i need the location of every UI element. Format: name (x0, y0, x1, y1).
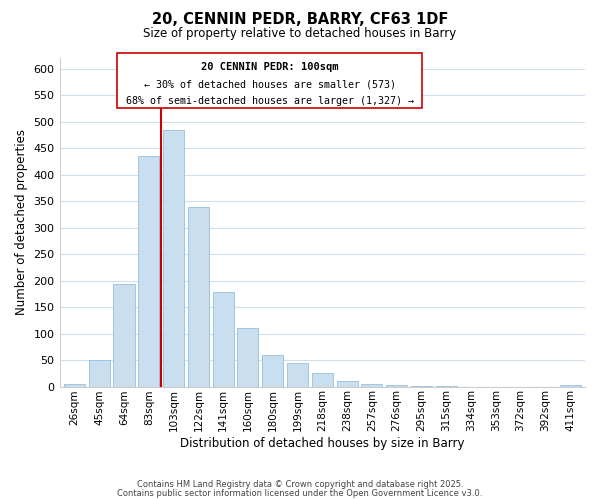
Bar (188, 206, 209, 386)
Y-axis label: Number of detached properties: Number of detached properties (15, 130, 28, 316)
Bar (64, 384, 85, 386)
Text: 68% of semi-detached houses are larger (1,327) →: 68% of semi-detached houses are larger (… (126, 96, 414, 106)
Bar (138, 156, 160, 386)
Text: 20 CENNIN PEDR: 100sqm: 20 CENNIN PEDR: 100sqm (201, 62, 338, 72)
Bar (312, 374, 333, 386)
Bar (560, 385, 581, 386)
Text: Size of property relative to detached houses in Barry: Size of property relative to detached ho… (143, 28, 457, 40)
Text: ← 30% of detached houses are smaller (573): ← 30% of detached houses are smaller (57… (144, 80, 396, 90)
Bar (113, 284, 134, 386)
Bar (212, 292, 233, 386)
Bar (89, 360, 110, 386)
X-axis label: Distribution of detached houses by size in Barry: Distribution of detached houses by size … (180, 437, 464, 450)
Bar (361, 384, 382, 386)
FancyBboxPatch shape (118, 54, 422, 108)
Bar (287, 363, 308, 386)
Bar (337, 381, 358, 386)
Text: Contains HM Land Registry data © Crown copyright and database right 2025.: Contains HM Land Registry data © Crown c… (137, 480, 463, 489)
Bar (163, 130, 184, 386)
Text: Contains public sector information licensed under the Open Government Licence v3: Contains public sector information licen… (118, 489, 482, 498)
Text: 20, CENNIN PEDR, BARRY, CF63 1DF: 20, CENNIN PEDR, BARRY, CF63 1DF (152, 12, 448, 28)
Bar (262, 355, 283, 386)
Bar (238, 328, 259, 386)
